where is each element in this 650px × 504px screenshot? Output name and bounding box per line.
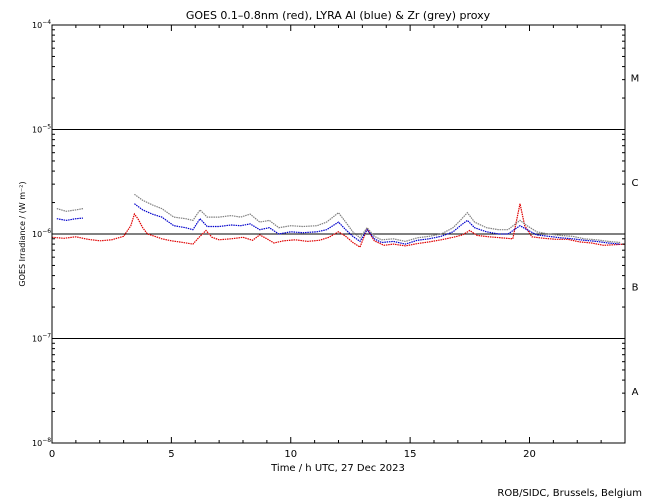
series-line [56, 217, 84, 222]
y-tick-label: 10−4 [32, 19, 51, 30]
series-line [56, 208, 84, 212]
series-line [51, 203, 626, 248]
flare-class-label: C [632, 178, 639, 189]
series-2 [56, 193, 621, 244]
x-tick-label: 10 [284, 449, 297, 460]
chart-title: GOES 0.1–0.8nm (red), LYRA Al (blue) & Z… [186, 9, 491, 22]
x-tick-label: 15 [404, 449, 417, 460]
flare-class-label: M [631, 73, 640, 84]
footer-credit: ROB/SIDC, Brussels, Belgium [497, 488, 642, 499]
series-1 [56, 203, 621, 245]
y-tick-label: 10−5 [32, 124, 51, 135]
x-axis-label: Time / h UTC, 27 Dec 2023 [270, 463, 405, 474]
y-tick-label: 10−7 [32, 333, 51, 344]
series-line [134, 193, 621, 244]
series-line [134, 203, 621, 245]
y-tick-label: 10−6 [32, 228, 51, 239]
flare-class-label: B [632, 282, 639, 293]
flare-class-label: A [632, 387, 639, 398]
series-0 [51, 203, 626, 248]
y-tick-label: 10−8 [32, 437, 51, 448]
x-tick-label: 0 [49, 449, 55, 460]
y-axis-label: GOES Irradiance / (W m⁻²) [18, 181, 27, 286]
x-tick-label: 5 [168, 449, 174, 460]
x-tick-label: 20 [523, 449, 536, 460]
